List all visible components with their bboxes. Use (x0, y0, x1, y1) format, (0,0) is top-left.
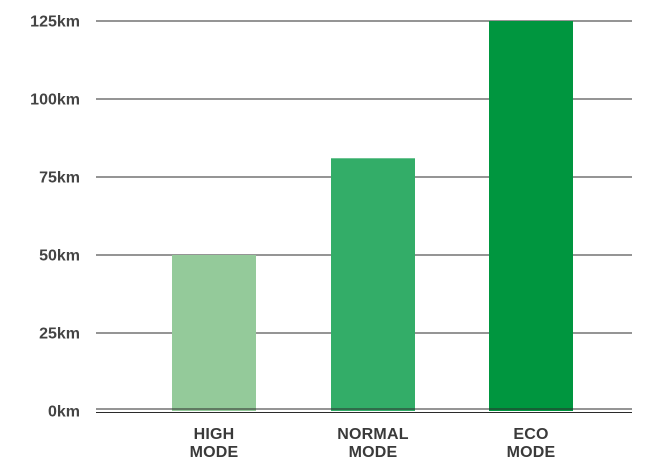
x-category-label-line: MODE (190, 444, 239, 461)
y-tick-label: 75km (39, 170, 80, 187)
y-tick-label: 100km (30, 92, 80, 109)
x-category-label-line: MODE (349, 444, 398, 461)
y-tick-label: 125km (30, 14, 80, 31)
baseline-layer (96, 408, 632, 414)
x-category-label-line: ECO (513, 426, 548, 443)
x-category-label-line: HIGH (194, 426, 235, 443)
x-category-label: HIGH MODE (190, 426, 239, 461)
x-category-label: NORMAL MODE (337, 426, 408, 461)
y-tick-label: 50km (39, 248, 80, 265)
bar-layer (172, 21, 573, 411)
bar-high (172, 255, 256, 411)
bar-eco (489, 21, 573, 411)
x-category-label: ECO MODE (507, 426, 556, 461)
x-category-label-line: NORMAL (337, 426, 408, 443)
y-tick-label: 25km (39, 326, 80, 343)
x-category-label-line: MODE (507, 444, 556, 461)
y-axis-tick-labels: 0km 25km 50km 75km 100km 125km (30, 14, 80, 421)
y-tick-label: 0km (48, 404, 80, 421)
bar-normal (331, 158, 415, 411)
